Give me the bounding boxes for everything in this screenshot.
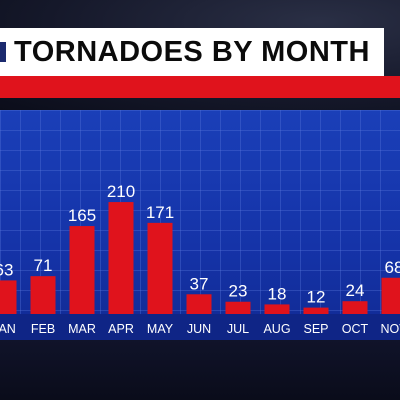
x-tick-label-nov: NOV (380, 322, 400, 336)
x-tick-label-oct: OCT (342, 322, 369, 336)
bar-oct (342, 301, 368, 314)
chart-title: TORNADOES BY MONTH (14, 35, 370, 68)
x-tick-label-jun: JUN (187, 322, 211, 336)
value-label-jan: 63 (0, 260, 13, 279)
bar-feb (30, 276, 56, 314)
bar-aug (264, 304, 290, 314)
bar-chart: 63 71 165 210 171 37 23 18 12 24 68 JAN FEB MAR APR MAY… (0, 182, 400, 340)
bar-jan (0, 280, 17, 314)
value-label-may: 171 (146, 203, 174, 222)
value-label-sep: 12 (307, 288, 326, 307)
x-tick-label-jul: JUL (227, 322, 249, 336)
chart-plot-area: 63 71 165 210 171 37 23 18 12 24 68 JAN FEB MAR APR MAY… (0, 110, 400, 340)
x-tick-label-jan: JAN (0, 322, 16, 336)
bar-apr (108, 202, 134, 314)
x-tick-label-feb: FEB (31, 322, 55, 336)
value-label-aug: 18 (268, 284, 287, 303)
value-label-apr: 210 (107, 182, 135, 201)
value-label-mar: 165 (68, 206, 96, 225)
x-tick-label-mar: MAR (68, 322, 96, 336)
x-tick-label-aug: AUG (263, 322, 290, 336)
bar-mar (69, 226, 95, 314)
title-banner: TORNADOES BY MONTH (0, 28, 384, 76)
bar-jun (186, 294, 212, 314)
station-logo-icon (0, 42, 6, 62)
bar-jul (225, 301, 251, 314)
value-label-nov: 68 (385, 258, 400, 277)
x-axis-strip (0, 314, 400, 340)
x-tick-label-apr: APR (108, 322, 134, 336)
x-tick-label-sep: SEP (303, 322, 328, 336)
red-accent-bar (0, 76, 400, 98)
value-label-feb: 71 (34, 256, 53, 275)
bar-nov (381, 277, 400, 314)
value-label-jul: 23 (229, 282, 248, 301)
x-tick-label-may: MAY (147, 322, 174, 336)
bottom-backdrop (0, 340, 400, 400)
value-label-oct: 24 (346, 281, 365, 300)
bar-sep (303, 307, 329, 314)
value-label-jun: 37 (190, 274, 209, 293)
bar-may (147, 222, 173, 314)
